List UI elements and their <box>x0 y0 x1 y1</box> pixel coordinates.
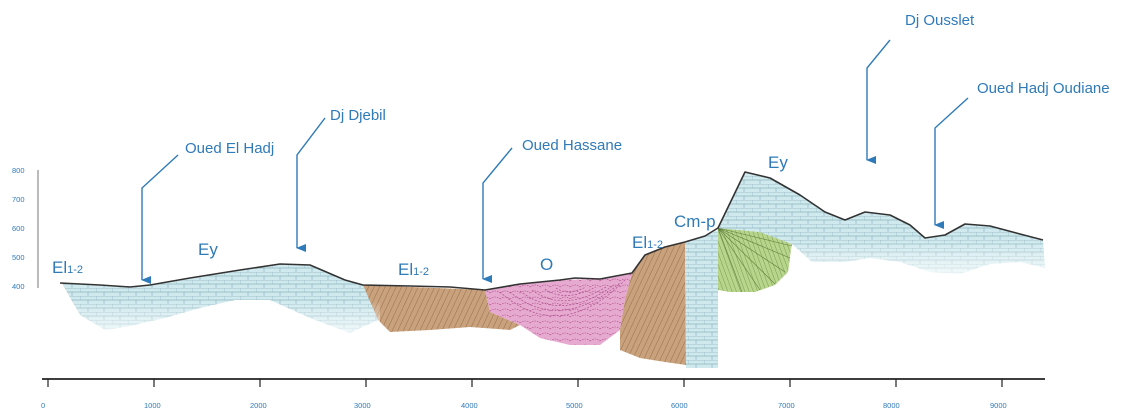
limestone-cm-p-band <box>685 230 718 368</box>
x-tick-label: 5000 <box>566 401 583 410</box>
unit-label-el-west: El1-2 <box>52 258 83 277</box>
y-tick-label: 800 <box>12 166 25 175</box>
unit-label-ey-east: Ey <box>768 153 788 172</box>
green-fan-unit <box>718 228 792 292</box>
y-tick-label: 500 <box>12 253 25 262</box>
callout-oued-hassane: Oued Hassane <box>522 137 622 154</box>
x-axis-ticks <box>47 379 1003 387</box>
green-fan-rays <box>717 227 793 293</box>
arrow-down-icon <box>482 147 513 283</box>
oligocene-arc-lines <box>499 279 626 317</box>
arrow-down-icon <box>296 117 326 252</box>
arrow-down-icon <box>934 97 969 229</box>
x-tick-label: 8000 <box>883 401 900 410</box>
x-tick-label: 4000 <box>461 401 478 410</box>
y-axis-ticks: 800 700 600 500 400 <box>12 166 25 291</box>
x-tick-label: 2000 <box>250 401 267 410</box>
callout-oued-el-hadj: Oued El Hadj <box>185 140 274 157</box>
callout-dj-djebil: Dj Djebil <box>330 107 386 124</box>
x-tick-label: 6000 <box>671 401 688 410</box>
x-tick-label: 3000 <box>354 401 371 410</box>
unit-label-cm-p: Cm-p <box>674 212 716 231</box>
unit-label-el-central: El1-2 <box>398 260 429 279</box>
arrow-down-icon <box>141 154 179 284</box>
x-axis-tick-labels: 0 1000 2000 3000 4000 5000 6000 7000 800… <box>41 401 1007 410</box>
y-tick-label: 700 <box>12 195 25 204</box>
x-tick-label: 0 <box>41 401 45 410</box>
y-tick-label: 400 <box>12 282 25 291</box>
unit-label-el-east: El1-2 <box>632 233 663 252</box>
fade-overlay-east <box>790 240 1050 280</box>
unit-label-ey-west: Ey <box>198 240 218 259</box>
fade-overlay-west <box>60 300 380 340</box>
oligocene-o-fill <box>485 273 632 345</box>
x-tick-label: 1000 <box>144 401 161 410</box>
callout-oued-hadj-oudiane: Oued Hadj Oudiane <box>977 80 1110 97</box>
arrow-down-icon <box>866 39 891 164</box>
y-tick-label: 600 <box>12 224 25 233</box>
marl-central <box>363 285 520 332</box>
x-tick-label: 9000 <box>990 401 1007 410</box>
x-tick-label: 7000 <box>778 401 795 410</box>
callout-dj-ousslet: Dj Ousslet <box>905 12 975 29</box>
unit-label-o: O <box>540 255 553 274</box>
topographic-profile <box>59 171 1044 291</box>
marl-east <box>620 242 686 365</box>
